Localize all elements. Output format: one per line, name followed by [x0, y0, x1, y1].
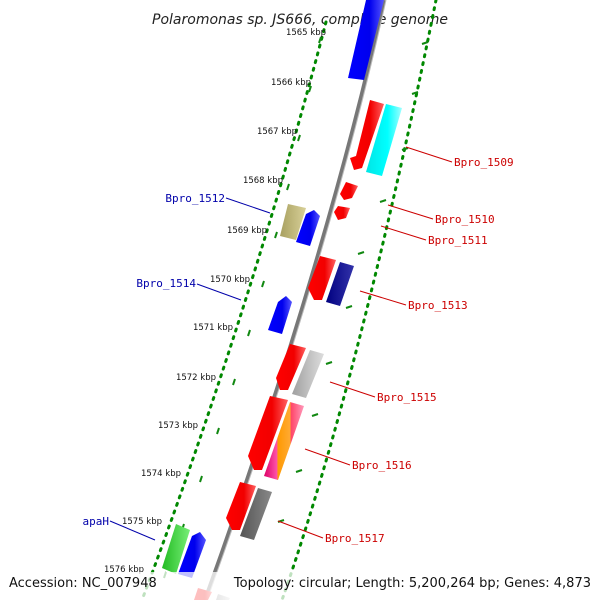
tick-label: 1566 kbp — [271, 78, 311, 88]
gene-label-bpro-1511[interactable]: Bpro_1511 — [428, 234, 488, 247]
tick-label: 1570 kbp — [210, 275, 250, 285]
gene-arrow-bpro-1512-khaki[interactable] — [280, 204, 306, 240]
tick-label: 1574 kbp — [141, 469, 181, 479]
callout-lines — [109, 146, 453, 541]
gene-label-bpro-1514[interactable]: Bpro_1514 — [136, 277, 196, 290]
gene-arrow-apah[interactable] — [178, 532, 206, 578]
gene-label-bpro-1516[interactable]: Bpro_1516 — [352, 459, 412, 472]
gene-arrow-bpro-1513[interactable] — [326, 262, 354, 306]
tick-label: 1568 kbp — [243, 176, 283, 186]
gene-arrow-bpro-1510[interactable] — [340, 182, 358, 200]
gene-arrow-bpro-1512[interactable] — [296, 210, 320, 246]
gene-arrow-bpro-1517-red[interactable] — [226, 482, 256, 530]
gene-label-bpro-1512[interactable]: Bpro_1512 — [165, 192, 225, 205]
tick-label: 1571 kbp — [193, 323, 233, 333]
gene-label-bpro-1513[interactable]: Bpro_1513 — [408, 299, 468, 312]
topology-text: Topology: circular; Length: 5,200,264 bp… — [233, 576, 591, 591]
gene-arrow-bpro-1517[interactable] — [240, 488, 272, 540]
gene-arrow-bpro-1516[interactable] — [264, 402, 304, 480]
gene-arrow-bpro-1509-red[interactable] — [350, 100, 384, 170]
gene-arrow-apah-green[interactable] — [162, 524, 190, 574]
gene-arrow-bpro-1515[interactable] — [292, 350, 324, 398]
gene-arrow-bpro-1516-red[interactable] — [248, 396, 288, 470]
gene-label-apah[interactable]: apaH — [83, 515, 110, 528]
tick-label: 1576 kbp — [104, 565, 144, 575]
gene-label-bpro-1515[interactable]: Bpro_1515 — [377, 391, 437, 404]
map-title: Polaromonas sp. JS666, complete genome — [152, 12, 448, 28]
gene-arrow[interactable] — [348, 0, 384, 80]
inner-dotted-track — [280, 0, 438, 600]
gene-arrow-bpro-1513-red[interactable] — [308, 256, 336, 300]
gene-label-bpro-1517[interactable]: Bpro_1517 — [325, 532, 385, 545]
gene-arrow-bpro-1509-cyan[interactable] — [366, 104, 402, 176]
gene-label-bpro-1510[interactable]: Bpro_1510 — [435, 213, 495, 226]
gene-arrow-bpro-1511[interactable] — [334, 206, 350, 220]
gene-arrow-bpro-1515-red[interactable] — [276, 344, 306, 390]
tick-label: 1575 kbp — [122, 517, 162, 527]
gene-labels: Bpro_1509 Bpro_1510 Bpro_1511 Bpro_1512 … — [83, 156, 514, 545]
gene-label-bpro-1509[interactable]: Bpro_1509 — [454, 156, 514, 169]
tick-labels: 1565 kbp 1566 kbp 1567 kbp 1568 kbp 1569… — [104, 28, 326, 575]
footer-background — [0, 572, 600, 600]
accession-text: Accession: NC_007948 — [9, 576, 157, 591]
tick-label: 1567 kbp — [257, 127, 297, 137]
tick-label: 1572 kbp — [176, 373, 216, 383]
tick-label: 1569 kbp — [227, 226, 267, 236]
gene-features[interactable] — [162, 0, 402, 600]
outer-dotted-track — [140, 20, 328, 600]
tick-label: 1573 kbp — [158, 421, 198, 431]
tick-label: 1565 kbp — [286, 28, 326, 38]
gene-arrow-bpro-1514[interactable] — [268, 296, 292, 334]
